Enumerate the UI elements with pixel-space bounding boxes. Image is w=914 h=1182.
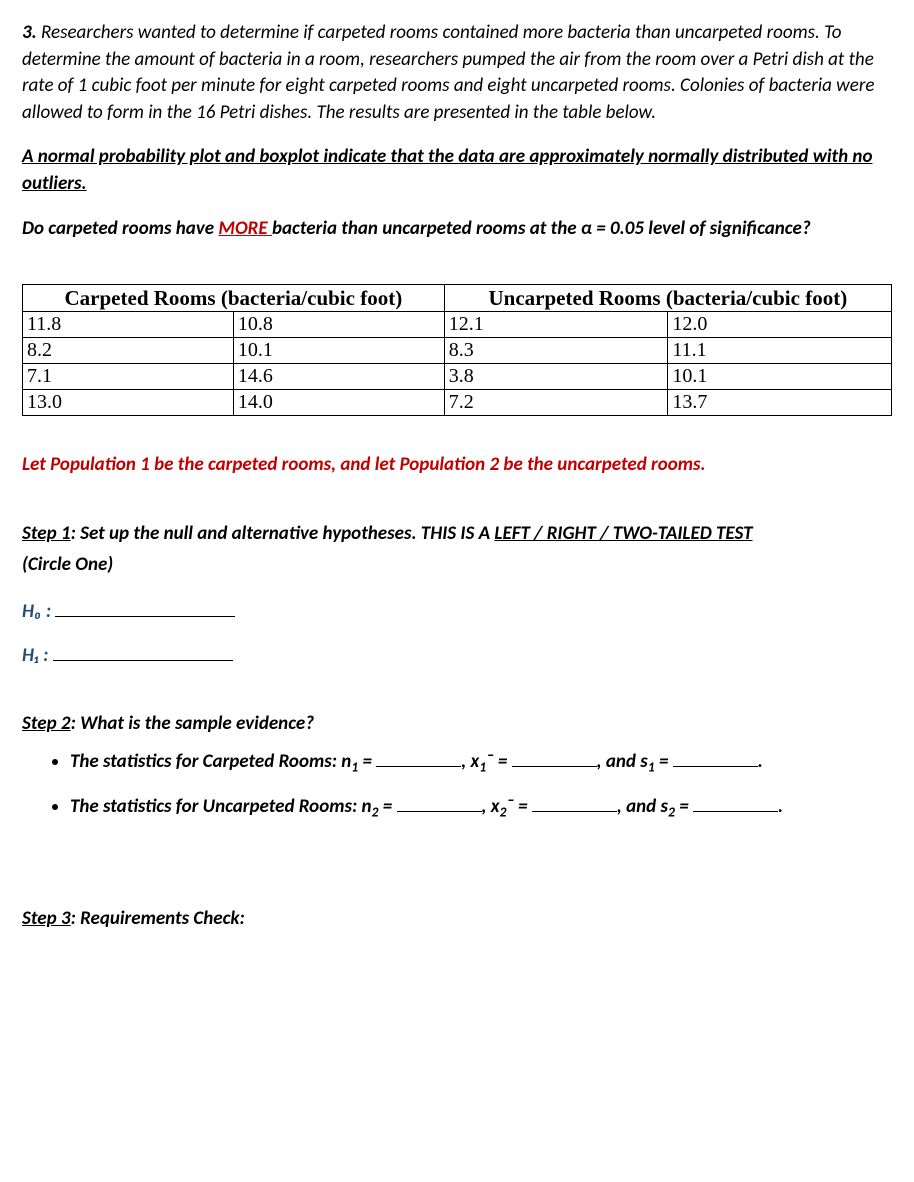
n2-blank[interactable]: [397, 791, 482, 812]
h1-blank[interactable]: [53, 640, 233, 661]
s1-blank[interactable]: [673, 746, 758, 767]
table-header-left: Carpeted Rooms (bacteria/cubic foot): [23, 285, 445, 312]
population-note: Let Population 1 be the carpeted rooms, …: [22, 452, 892, 479]
stats-uncarpeted: The statistics for Uncarpeted Rooms: n2 …: [70, 791, 892, 822]
step3-label: Step 3: [22, 907, 71, 930]
table-cell: 10.8: [233, 312, 444, 338]
xbar: x: [471, 750, 480, 773]
question-intro: 3. Researchers wanted to determine if ca…: [22, 20, 892, 126]
question-prompt: Do carpeted rooms have MORE bacteria tha…: [22, 216, 892, 243]
intro-text: Researchers wanted to determine if carpe…: [22, 21, 874, 124]
n1-blank[interactable]: [376, 746, 461, 767]
step1-text: : Set up the null and alternative hypoth…: [71, 522, 495, 545]
table-cell: 13.7: [668, 390, 892, 416]
table-cell: 14.6: [233, 364, 444, 390]
step-2: Step 2: What is the sample evidence? The…: [22, 711, 892, 821]
s2-blank[interactable]: [693, 791, 778, 812]
table-row: 7.1 14.6 3.8 10.1: [23, 364, 892, 390]
h0-blank[interactable]: [55, 596, 235, 617]
step-1: Step 1: Set up the null and alternative …: [22, 521, 892, 578]
table-cell: 14.0: [233, 390, 444, 416]
question-suffix: bacteria than uncarpeted rooms at the α …: [272, 217, 811, 240]
and-s: , and s: [617, 795, 668, 818]
table-row: 8.2 10.1 8.3 11.1: [23, 338, 892, 364]
table-cell: 11.8: [23, 312, 234, 338]
step2-text: : What is the sample evidence?: [71, 712, 314, 735]
step1-circle: (Circle One): [22, 552, 892, 579]
table-row: 13.0 14.0 7.2 13.7: [23, 390, 892, 416]
table-cell: 8.3: [444, 338, 668, 364]
li1-pre: The statistics for Carpeted Rooms: n: [70, 750, 351, 773]
comma: ,: [461, 750, 470, 773]
table-cell: 11.1: [668, 338, 892, 364]
step1-label: Step 1: [22, 522, 71, 545]
period: .: [778, 795, 783, 818]
and-s: , and s: [597, 750, 648, 773]
eq: =: [675, 795, 693, 818]
h0-line: H₀ :: [22, 596, 892, 626]
table-cell: 7.2: [444, 390, 668, 416]
li2-pre: The statistics for Uncarpeted Rooms: n: [70, 795, 372, 818]
normal-note: A normal probability plot and boxplot in…: [22, 144, 892, 197]
comma: ,: [482, 795, 491, 818]
step3-text: : Requirements Check:: [71, 907, 245, 930]
h0-label: H₀ :: [22, 600, 51, 623]
table-cell: 12.1: [444, 312, 668, 338]
period: .: [758, 750, 763, 773]
table-cell: 3.8: [444, 364, 668, 390]
stats-carpeted: The statistics for Carpeted Rooms: n1 = …: [70, 746, 892, 777]
question-number: 3.: [22, 21, 37, 44]
step-3: Step 3: Requirements Check:: [22, 906, 892, 933]
data-table: Carpeted Rooms (bacteria/cubic foot) Unc…: [22, 284, 892, 416]
x1-blank[interactable]: [512, 746, 597, 767]
table-cell: 7.1: [23, 364, 234, 390]
table-header-right: Uncarpeted Rooms (bacteria/cubic foot): [444, 285, 891, 312]
table-cell: 8.2: [23, 338, 234, 364]
question-prefix: Do carpeted rooms have: [22, 217, 218, 240]
h1-label: H₁ :: [22, 644, 48, 667]
table-cell: 10.1: [668, 364, 892, 390]
eq: =: [358, 750, 376, 773]
eq: =: [655, 750, 673, 773]
step2-label: Step 2: [22, 712, 71, 735]
table-cell: 10.1: [233, 338, 444, 364]
more-word: MORE: [218, 217, 272, 240]
eq: =: [494, 750, 512, 773]
table-row: 11.8 10.8 12.1 12.0: [23, 312, 892, 338]
h1-line: H₁ :: [22, 640, 892, 670]
eq: =: [514, 795, 532, 818]
table-cell: 12.0: [668, 312, 892, 338]
table-cell: 13.0: [23, 390, 234, 416]
x2-blank[interactable]: [532, 791, 617, 812]
step1-tails: LEFT / RIGHT / TWO-TAILED TEST: [494, 522, 752, 545]
population-note-text: Let Population 1 be the carpeted rooms, …: [22, 452, 892, 479]
normal-note-text: A normal probability plot and boxplot in…: [22, 144, 892, 197]
eq: =: [378, 795, 396, 818]
